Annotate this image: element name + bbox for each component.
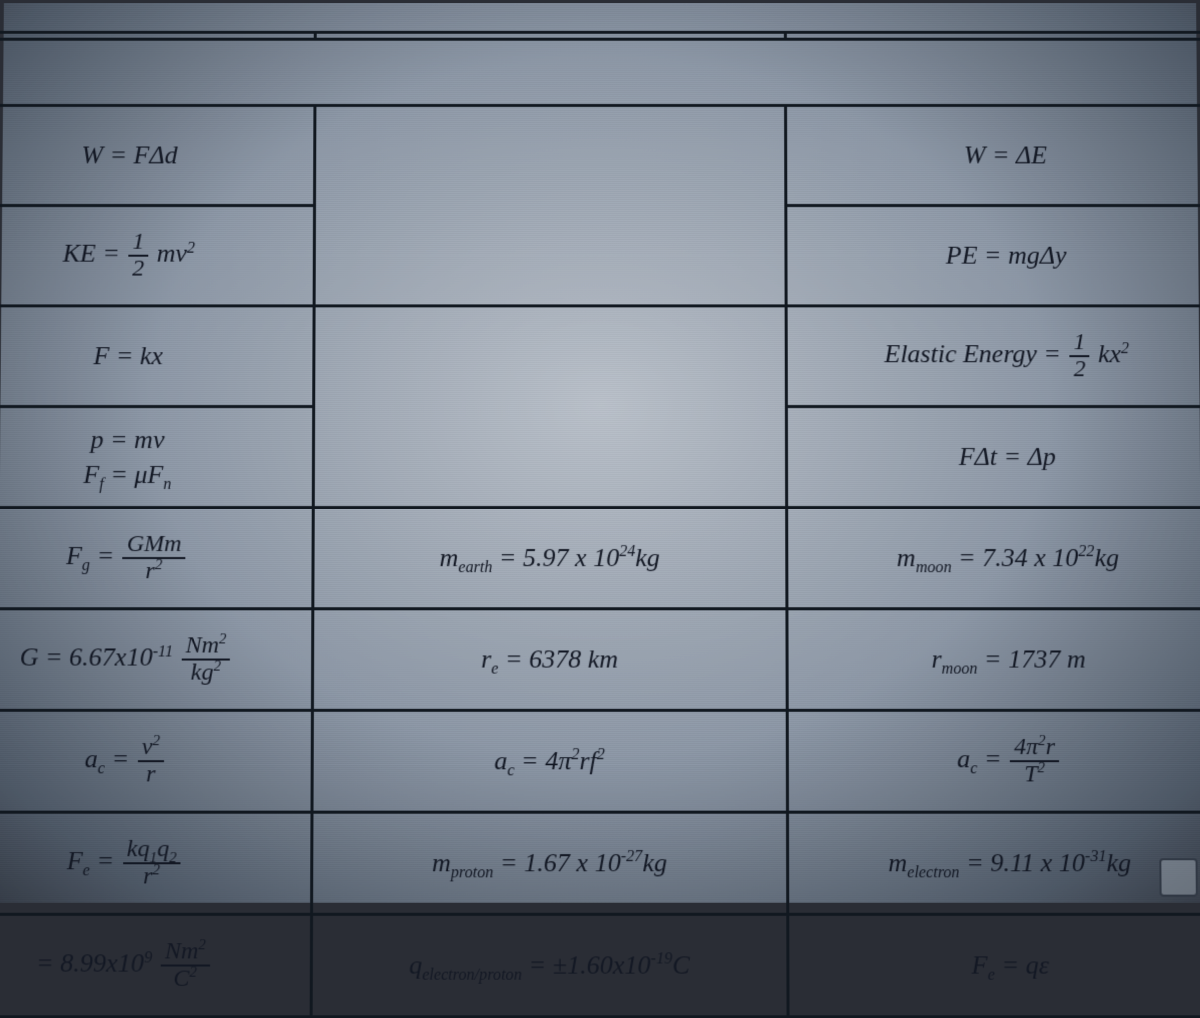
cell-elastic: Elastic Energy = 12 kx2 bbox=[786, 306, 1200, 407]
cell-F-kx: F = kx bbox=[0, 306, 314, 407]
cell-ac-v2r: ac = v2r bbox=[0, 710, 312, 812]
cell-k-coulomb: = 8.99x109 Nm2C2 bbox=[0, 914, 312, 1016]
physics-formula-table: W = FΔd W = ΔE KE = 12 mv2 PE = mgΔy F =… bbox=[0, 31, 1200, 1018]
cell-ac-freq: ac = 4π2rf2 bbox=[312, 710, 787, 812]
cell-r-earth: re = 6378 km bbox=[312, 609, 786, 711]
cell-m-earth: mearth = 5.97 x 1024kg bbox=[313, 508, 787, 609]
cell-momentum-friction: p = mvFf = μFn bbox=[0, 407, 314, 508]
cell-m-moon: mmoon = 7.34 x 1022kg bbox=[786, 508, 1200, 609]
cell-Fe-field: Fe = qε bbox=[787, 914, 1200, 1016]
cell-empty-mid bbox=[313, 306, 786, 508]
cell-Fe-coulomb: Fe = kq1q2r2 bbox=[0, 812, 312, 914]
cell-KE: KE = 12 mv2 bbox=[0, 206, 315, 306]
cell-m-proton: mproton = 1.67 x 10-27kg bbox=[312, 812, 788, 914]
cell-Fg: Fg = GMmr2 bbox=[0, 508, 313, 609]
cell-empty-top bbox=[314, 105, 786, 305]
cell-q-ep: qelectron/proton = ±1.60x10-19C bbox=[311, 914, 787, 1016]
cell-W-FAd: W = FΔd bbox=[0, 105, 315, 205]
cell-impulse: FΔt = Δp bbox=[786, 407, 1200, 508]
cell-G: G = 6.67x10-11 Nm2kg2 bbox=[0, 609, 313, 711]
page-icon bbox=[1159, 858, 1198, 896]
cell-W-dE: W = ΔE bbox=[785, 105, 1200, 205]
cell-ac-period: ac = 4π2rT2 bbox=[787, 710, 1200, 812]
cell-r-moon: rmoon = 1737 m bbox=[787, 609, 1200, 711]
cell-PE: PE = mgΔy bbox=[785, 206, 1200, 306]
cell-m-electron: melectron = 9.11 x 10-31kg bbox=[787, 812, 1200, 914]
